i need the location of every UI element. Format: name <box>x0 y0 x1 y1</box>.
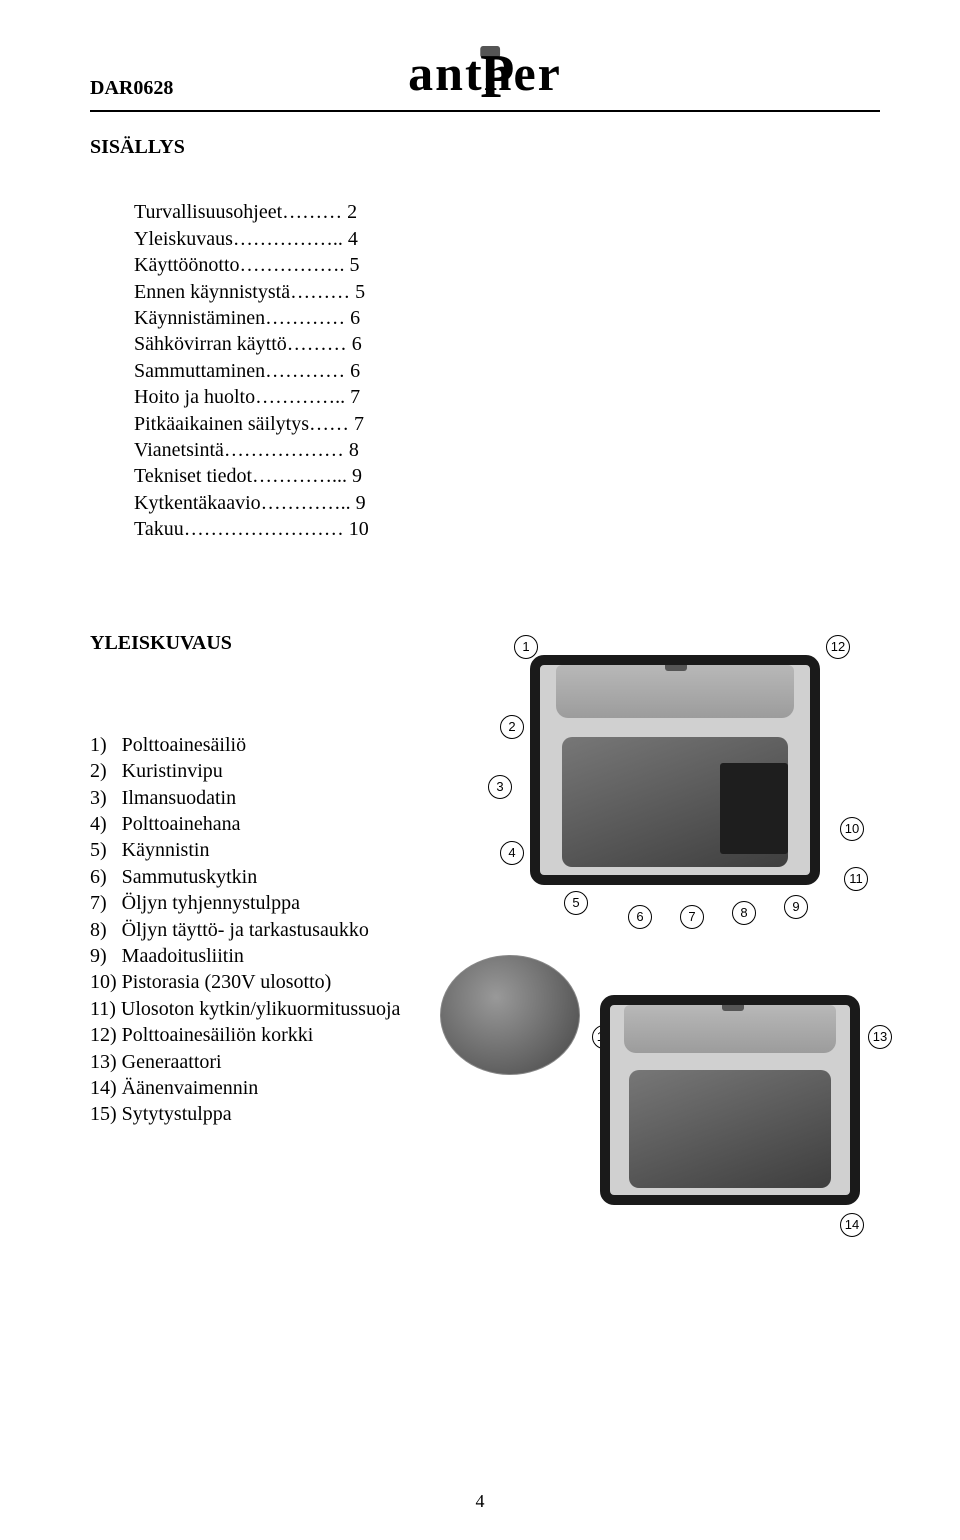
callout: 4 <box>500 841 524 865</box>
list-item: 10) Pistorasia (230V ulosotto) <box>90 971 331 993</box>
toc-row: Käyttöönotto……………. 5 <box>134 254 360 276</box>
list-item: 7) Öljyn tyhjennystulppa <box>90 892 300 914</box>
list-item: 9) Maadoitusliitin <box>90 945 244 967</box>
list-item: 4) Polttoainehana <box>90 813 241 835</box>
toc-row: Pitkäaikainen säilytys…… 7 <box>134 413 364 435</box>
callout: 5 <box>564 891 588 915</box>
toc-title: SISÄLLYS <box>90 136 880 159</box>
parts-list: 1) Polttoainesäiliö 2) Kuristinvipu 3) I… <box>90 705 450 1154</box>
toc-row: Vianetsintä……………… 8 <box>134 439 359 461</box>
brand-logo: Panther <box>408 48 562 98</box>
list-item: 13) Generaattori <box>90 1051 222 1073</box>
generator-figure-1 <box>530 655 820 885</box>
list-item: 5) Käynnistin <box>90 839 209 861</box>
callout: 14 <box>840 1213 864 1237</box>
callout: 8 <box>732 901 756 925</box>
doc-id: DAR0628 <box>90 77 173 106</box>
list-item: 12) Polttoainesäiliön korkki <box>90 1024 313 1046</box>
list-item: 14) Äänenvaimennin <box>90 1077 258 1099</box>
list-item: 6) Sammutuskytkin <box>90 866 257 888</box>
list-item: 1) Polttoainesäiliö <box>90 734 246 756</box>
callout: 10 <box>840 817 864 841</box>
table-of-contents: Turvallisuusohjeet……… 2 Yleiskuvaus……………… <box>90 173 430 542</box>
toc-row: Sähkövirran käyttö……… 6 <box>134 333 362 355</box>
generator-figure-2 <box>600 995 860 1205</box>
toc-row: Tekniset tiedot…………... 9 <box>134 465 362 487</box>
toc-row: Hoito ja huolto………….. 7 <box>134 386 360 408</box>
callout: 9 <box>784 895 808 919</box>
list-item: 8) Öljyn täyttö- ja tarkastusaukko <box>90 919 369 941</box>
list-item: 11) Ulosoton kytkin/ylikuormitussuoja <box>90 998 400 1020</box>
toc-row: Käynnistäminen………… 6 <box>134 307 360 329</box>
callout: 2 <box>500 715 524 739</box>
toc-row: Ennen käynnistystä……… 5 <box>134 281 365 303</box>
callout: 13 <box>868 1025 892 1049</box>
callout: 7 <box>680 905 704 929</box>
callout: 11 <box>844 867 868 891</box>
overview-title: YLEISKUVAUS <box>90 632 880 655</box>
callout: 12 <box>826 635 850 659</box>
toc-row: Yleiskuvaus…………….. 4 <box>134 228 358 250</box>
callout: 3 <box>488 775 512 799</box>
toc-row: Takuu…………………… 10 <box>134 518 369 540</box>
callout: 6 <box>628 905 652 929</box>
page-number: 4 <box>0 1491 960 1512</box>
toc-row: Turvallisuusohjeet……… 2 <box>134 201 357 223</box>
callout: 1 <box>514 635 538 659</box>
list-item: 15) Sytytystulppa <box>90 1103 232 1125</box>
toc-row: Sammuttaminen………… 6 <box>134 360 360 382</box>
list-item: 2) Kuristinvipu <box>90 760 223 782</box>
list-item: 3) Ilmansuodatin <box>90 787 236 809</box>
toc-row: Kytkentäkaavio………….. 9 <box>134 492 366 514</box>
detail-inset <box>440 955 580 1075</box>
